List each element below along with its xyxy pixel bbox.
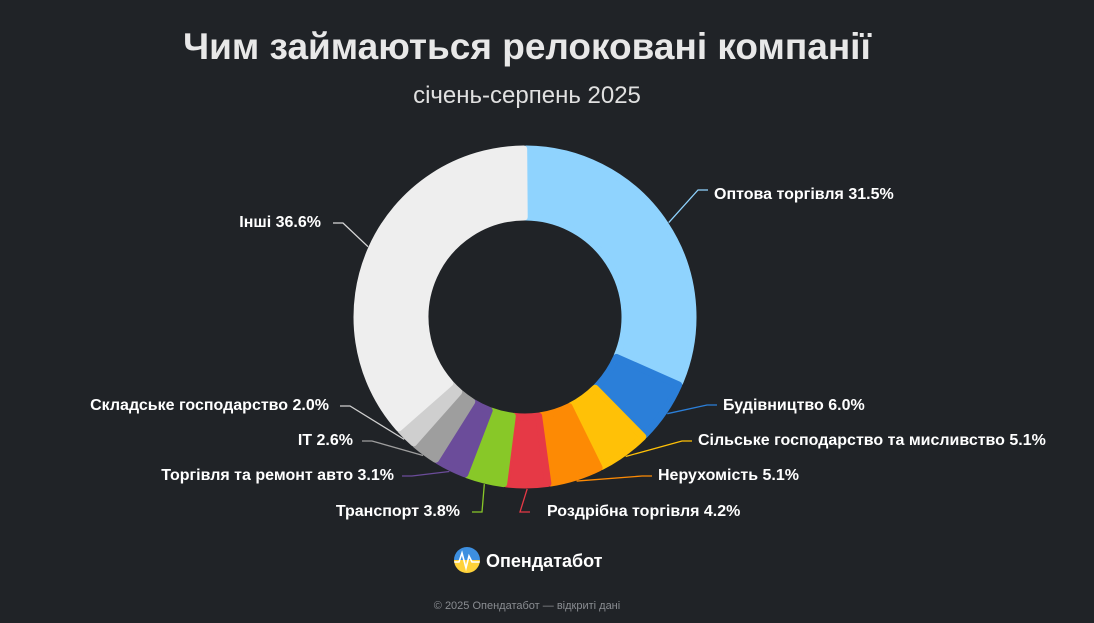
leader-line-10 [333,222,369,248]
leader-line-2 [667,404,717,415]
leader-line-9 [340,405,405,440]
slice-label-6: Транспорт 3.8% [336,503,460,520]
leader-line-5 [519,488,530,513]
leader-line-4 [576,475,652,482]
slice-label-10: Інші 36.6% [239,214,321,231]
leader-line-8 [362,440,424,457]
leader-line-6 [472,484,485,513]
slice-label-9: Складське господарство 2.0% [90,397,329,414]
slice-label-8: IT 2.6% [298,432,353,449]
chart-subtitle: січень-серпень 2025 [413,82,641,109]
donut-slice-10 [353,145,528,432]
slice-label-7: Торгівля та ремонт авто 3.1% [161,467,394,484]
slice-labels: Оптова торгівля 31.5% Будівництво 6.0% Сіл… [90,186,1046,520]
donut-slices [353,145,697,489]
slice-label-1: Оптова торгівля 31.5% [714,186,894,203]
footer-copyright: © 2025 Опендатабот — відкриті дані [434,600,620,612]
slice-label-2: Будівництво 6.0% [723,397,865,414]
brand-logo: Опендатабот [454,547,603,573]
leader-line-3 [625,440,692,458]
leader-line-7 [402,470,450,477]
slice-label-4: Нерухомість 5.1% [658,467,799,484]
slice-label-3: Сільське господарство та мисливство 5.1% [698,432,1046,449]
leader-line-1 [668,189,708,224]
label-leader-lines [333,189,717,513]
donut-slice-1 [522,145,697,387]
brand-name: Опендатабот [486,551,603,571]
opendatabot-logo-icon [454,547,480,573]
chart-title: Чим займаються релоковані компанії [183,26,872,67]
slice-label-5: Роздрібна торгівля 4.2% [547,503,740,520]
